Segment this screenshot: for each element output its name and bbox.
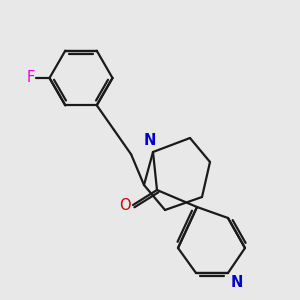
- Text: N: N: [231, 275, 243, 290]
- Text: F: F: [26, 70, 34, 86]
- Text: O: O: [119, 197, 130, 212]
- Text: N: N: [144, 134, 156, 148]
